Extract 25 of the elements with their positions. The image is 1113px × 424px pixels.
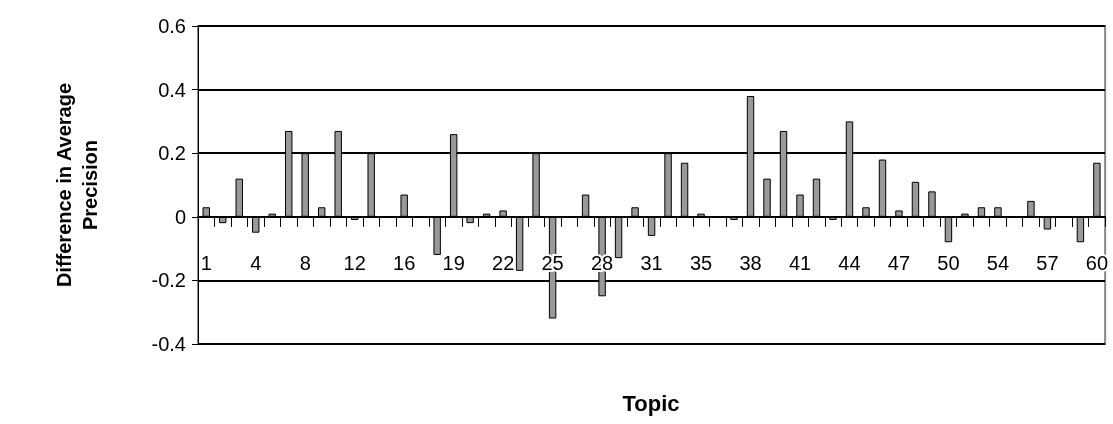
x-axis-title: Topic <box>622 390 680 416</box>
x-tick-label: 38 <box>739 251 762 274</box>
x-tick-label: 44 <box>838 251 861 274</box>
y-tick-label: -0.4 <box>151 333 186 355</box>
y-tick-label: -0.2 <box>151 269 186 292</box>
x-tick-label: 22 <box>492 251 515 274</box>
x-tick-label: 54 <box>986 251 1010 274</box>
x-tick-label: 47 <box>887 251 911 274</box>
y-tick-label: 0.6 <box>158 15 186 37</box>
x-tick-label: 41 <box>788 251 812 274</box>
x-tick-label: 35 <box>689 251 713 274</box>
x-tick-label: 50 <box>937 251 960 274</box>
x-tick-label: 8 <box>299 251 311 274</box>
x-tick-label: 57 <box>1036 251 1059 274</box>
x-tick-label: 12 <box>343 251 366 274</box>
x-tick-label: 19 <box>442 251 465 274</box>
x-tick-label: 60 <box>1085 251 1109 274</box>
x-tick-label: 16 <box>393 251 416 274</box>
y-tick-label: 0 <box>174 205 186 228</box>
y-axis-title: Difference in Average Precision <box>53 82 101 288</box>
x-tick-label: 1 <box>200 251 212 274</box>
x-tick-label: 31 <box>640 251 663 274</box>
y-tick-label: 0.2 <box>158 142 186 165</box>
y-tick-label: 0.4 <box>158 78 186 101</box>
x-tick-label: 4 <box>250 251 262 274</box>
